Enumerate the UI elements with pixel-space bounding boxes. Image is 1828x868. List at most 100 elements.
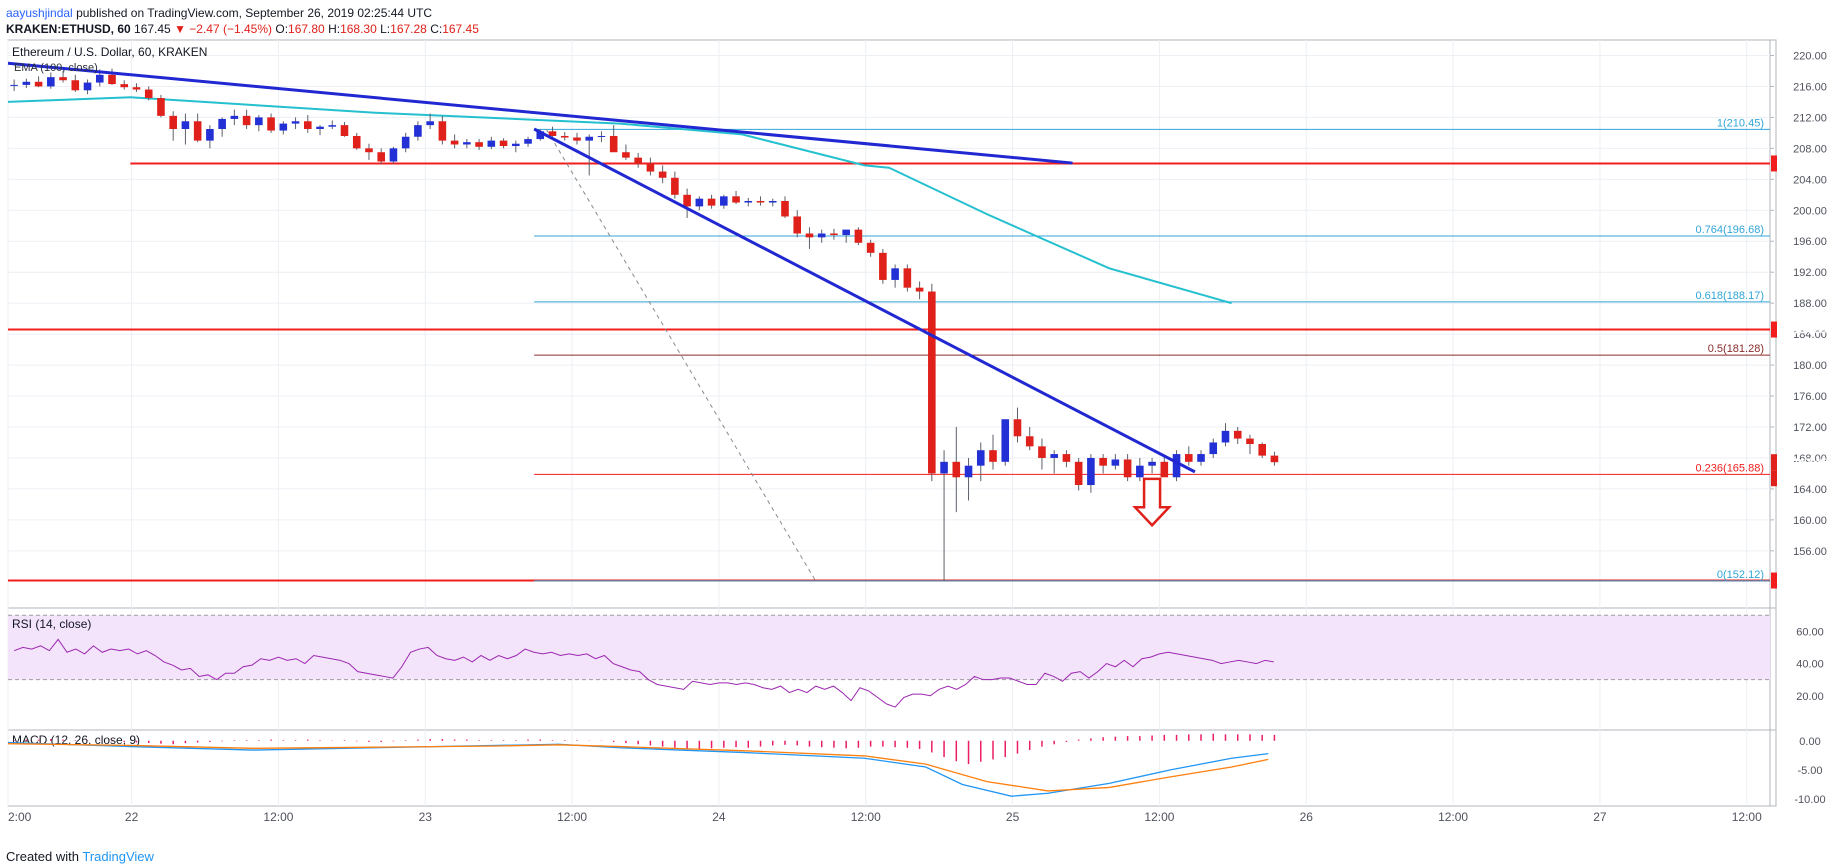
candle-body	[157, 98, 165, 116]
candle-body	[940, 461, 948, 474]
candle-body	[1062, 454, 1071, 462]
low-value: 167.28	[390, 22, 427, 36]
close-value: 167.45	[442, 22, 479, 36]
candle-body	[47, 77, 55, 87]
rsi-band	[8, 615, 1770, 680]
candle-body	[732, 196, 740, 203]
candle-body	[768, 200, 777, 203]
candle-body	[340, 125, 349, 136]
time-axis-label: 12:00	[263, 810, 293, 824]
time-axis-label: 12:00	[851, 810, 881, 824]
time-axis-label: 24	[712, 810, 726, 824]
ema-100-line	[7, 96, 1232, 305]
candle-body	[1099, 457, 1107, 466]
candle-body	[291, 121, 300, 124]
price-axis-label: 176.00	[1793, 391, 1827, 403]
candle-body	[658, 171, 667, 178]
low-label: L:	[380, 22, 391, 36]
rsi-axis-label: 60.00	[1796, 626, 1824, 638]
price-axis-label: 164.00	[1793, 484, 1827, 496]
candle-body	[108, 74, 116, 85]
candle-body	[622, 152, 630, 158]
time-axis-label: 12:00	[557, 810, 587, 824]
candle-body	[524, 139, 532, 144]
candle-body	[891, 268, 899, 280]
trendline	[7, 61, 1073, 165]
candle-body	[1184, 454, 1193, 462]
candle-body	[389, 148, 398, 162]
candle-body	[120, 84, 129, 88]
high-label: H:	[328, 22, 341, 36]
candle-body	[71, 80, 80, 91]
level-badge: 206.05	[1793, 158, 1827, 170]
candle-body	[352, 135, 361, 149]
price-axis-label: 156.00	[1793, 546, 1827, 558]
time-axis-label: 12:00	[1438, 810, 1468, 824]
tradingview-logo[interactable]: TradingView	[82, 849, 154, 864]
price-axis-label: 212.00	[1793, 112, 1827, 124]
candle-body	[1013, 419, 1022, 437]
candle-body	[1270, 455, 1279, 463]
price-axis-label: 168.00	[1793, 453, 1827, 465]
time-axis-label: 27	[1593, 810, 1607, 824]
candle-body	[1160, 461, 1169, 478]
candle-body	[854, 229, 863, 243]
rsi-pane-title: RSI (14, close)	[12, 617, 91, 631]
price-change: ▼ −2.47 (−1.45%)	[174, 22, 273, 36]
candle-body	[695, 198, 704, 207]
candle-body	[132, 87, 141, 90]
candle-body	[609, 135, 618, 153]
candle-body	[377, 152, 385, 162]
candle-body	[512, 143, 520, 147]
candle-body	[487, 140, 496, 147]
candle-body	[744, 200, 753, 203]
price-axis-label: 220.00	[1793, 50, 1827, 62]
candle-body	[316, 126, 324, 130]
candle-body	[793, 216, 802, 234]
ema-legend-label: EMA (100, close)	[14, 62, 98, 74]
last-price-badge-bg	[1771, 454, 1777, 471]
candle-body	[646, 163, 655, 172]
candle-body	[976, 450, 985, 466]
time-axis-label: 25	[1006, 810, 1020, 824]
rsi-axis-label: 40.00	[1796, 659, 1824, 671]
countdown-badge: 34:21	[1796, 473, 1824, 485]
ohlc-bar: KRAKEN:ETHUSD, 60 167.45 ▼ −2.47 (−1.45%…	[6, 22, 479, 36]
candle-body	[1221, 430, 1230, 443]
candle-body	[1074, 461, 1083, 486]
candle-body	[1136, 465, 1144, 478]
candle-body	[879, 252, 887, 280]
candle-body	[255, 117, 263, 126]
candle-body	[34, 81, 43, 87]
candle-body	[303, 121, 312, 130]
candle-body	[499, 140, 508, 147]
publish-header: aayushjindal published on TradingView.co…	[6, 6, 432, 20]
candle-body	[1233, 430, 1242, 439]
symbol-label: KRAKEN:ETHUSD, 60	[6, 22, 131, 36]
candle-body	[206, 129, 214, 141]
time-axis-label: 22	[125, 810, 139, 824]
candle-body	[585, 136, 594, 141]
candle-body	[10, 84, 18, 86]
time-axis-label: 12:00	[1144, 810, 1174, 824]
candle-body	[267, 117, 275, 131]
close-label: C:	[430, 22, 443, 36]
candle-body	[683, 194, 691, 207]
candle-body	[1111, 459, 1120, 466]
down-arrow-icon	[1132, 477, 1172, 528]
candle-body	[536, 131, 545, 140]
author-link[interactable]: aayushjindal	[6, 6, 73, 20]
candle-body	[817, 233, 826, 238]
candle-body	[1258, 444, 1266, 456]
publish-info: published on TradingView.com, September …	[76, 6, 433, 20]
candle-body	[169, 115, 177, 130]
last-price: 167.45	[134, 22, 171, 36]
main-pane-title: Ethereum / U.S. Dollar, 60, KRAKEN	[12, 45, 207, 59]
candle-body	[463, 142, 471, 145]
candle-body	[1172, 454, 1181, 478]
level-badge-bg	[1771, 321, 1777, 338]
candle-body	[830, 233, 838, 236]
price-axis-label: 196.00	[1793, 236, 1827, 248]
macd-axis-label: -10.00	[1794, 794, 1825, 806]
